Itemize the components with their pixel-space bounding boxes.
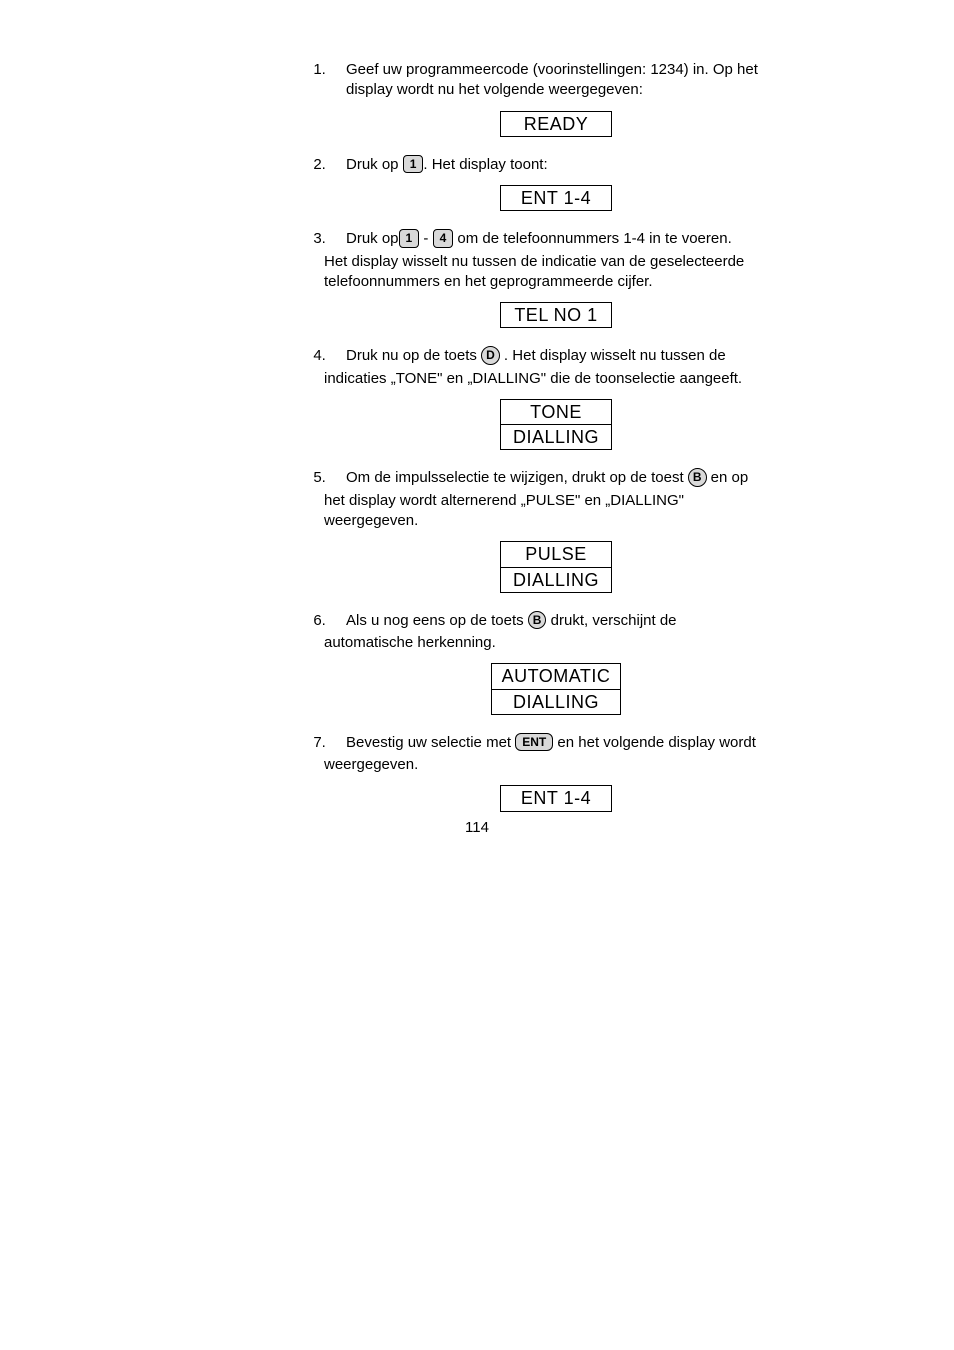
lcd-line: AUTOMATIC xyxy=(492,664,621,689)
lcd-display: ENT 1-4 xyxy=(346,785,766,811)
lcd-line: TEL NO 1 xyxy=(501,303,611,327)
step-4: Druk nu op de toets D . Het display wiss… xyxy=(330,346,766,450)
step-6-post-b: automatische herkenning. xyxy=(324,633,766,653)
lcd-line: DIALLING xyxy=(501,425,611,449)
lcd-line: DIALLING xyxy=(492,690,621,714)
lcd-display: TEL NO 1 xyxy=(346,302,766,328)
key-1: 1 xyxy=(399,229,420,247)
step-3-pre: Druk op xyxy=(346,230,399,247)
step-6: Als u nog eens op de toets B drukt, vers… xyxy=(330,611,766,715)
lcd-display: PULSE DIALLING xyxy=(346,541,766,593)
step-4-post-a: . Het display wisselt nu tussen de xyxy=(500,347,726,364)
step-7: Bevestig uw selectie met ENT en het volg… xyxy=(330,733,766,812)
lcd-display: TONE DIALLING xyxy=(346,399,766,451)
step-4-pre: Druk nu op de toets xyxy=(346,347,481,364)
lcd-line: READY xyxy=(501,112,611,136)
step-1: Geef uw programmeercode (voorinstellinge… xyxy=(330,60,766,137)
key-4: 4 xyxy=(433,229,454,247)
step-6-post-a: drukt, verschijnt de xyxy=(546,612,676,629)
lcd-line: ENT 1-4 xyxy=(501,186,611,210)
step-2: Druk op 1. Het display toont: ENT 1-4 xyxy=(330,155,766,212)
step-5-pre: Om de impulsselectie te wijzigen, drukt … xyxy=(346,469,688,486)
step-3: Druk op1 - 4 om de telefoonnummers 1-4 i… xyxy=(330,229,766,328)
document-page: Geef uw programmeercode (voorinstellinge… xyxy=(0,0,954,878)
step-5-post-b: het display wordt alternerend „PULSE" en… xyxy=(324,491,766,532)
lcd-display: ENT 1-4 xyxy=(346,185,766,211)
step-2-pre: Druk op xyxy=(346,156,403,173)
step-7-post-a: en het volgende display wordt xyxy=(553,734,756,751)
key-ENT: ENT xyxy=(515,733,553,751)
lcd-line: DIALLING xyxy=(501,568,611,592)
step-5-post-a: en op xyxy=(707,469,749,486)
step-3-mid: - xyxy=(419,230,432,247)
step-7-pre: Bevestig uw selectie met xyxy=(346,734,515,751)
key-B: B xyxy=(688,468,707,486)
key-D: D xyxy=(481,346,500,364)
key-B: B xyxy=(528,611,547,629)
lcd-line: ENT 1-4 xyxy=(501,786,611,810)
steps-list: Geef uw programmeercode (voorinstellinge… xyxy=(70,60,884,812)
step-4-post-b: indicaties „TONE" en „DIALLING" die de t… xyxy=(324,369,766,389)
step-1-text: Geef uw programmeercode (voorinstellinge… xyxy=(346,61,758,98)
step-3-post-a: om de telefoonnummers 1-4 in te voeren. xyxy=(453,230,731,247)
lcd-line: TONE xyxy=(501,400,611,425)
lcd-display: AUTOMATIC DIALLING xyxy=(346,663,766,715)
step-5: Om de impulsselectie te wijzigen, drukt … xyxy=(330,468,766,592)
step-6-pre: Als u nog eens op de toets xyxy=(346,612,528,629)
lcd-display: READY xyxy=(346,111,766,137)
page-number: 114 xyxy=(70,818,884,838)
step-2-post: . Het display toont: xyxy=(423,156,547,173)
step-3-post-b: Het display wisselt nu tussen de indicat… xyxy=(324,252,766,293)
key-1: 1 xyxy=(403,155,424,173)
step-7-post-b: weergegeven. xyxy=(324,755,766,775)
lcd-line: PULSE xyxy=(501,542,611,567)
